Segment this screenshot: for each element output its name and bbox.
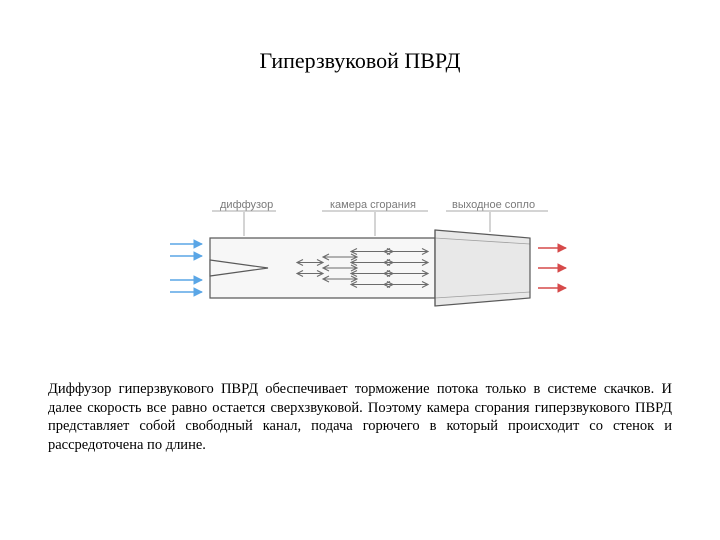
callout-label-chamber: камера сгорания — [330, 199, 416, 211]
callout-label-diffuser: диффузор — [220, 199, 273, 211]
page-title: Гиперзвуковой ПВРД — [0, 48, 720, 74]
description-text: Диффузор гиперзвукового ПВРД обеспечивае… — [48, 380, 672, 454]
callout-label-nozzle: выходное сопло — [452, 199, 535, 211]
engine-svg: диффузор камера сгорания выходное сопло — [150, 190, 580, 340]
engine-diagram: диффузор камера сгорания выходное сопло — [150, 190, 580, 320]
